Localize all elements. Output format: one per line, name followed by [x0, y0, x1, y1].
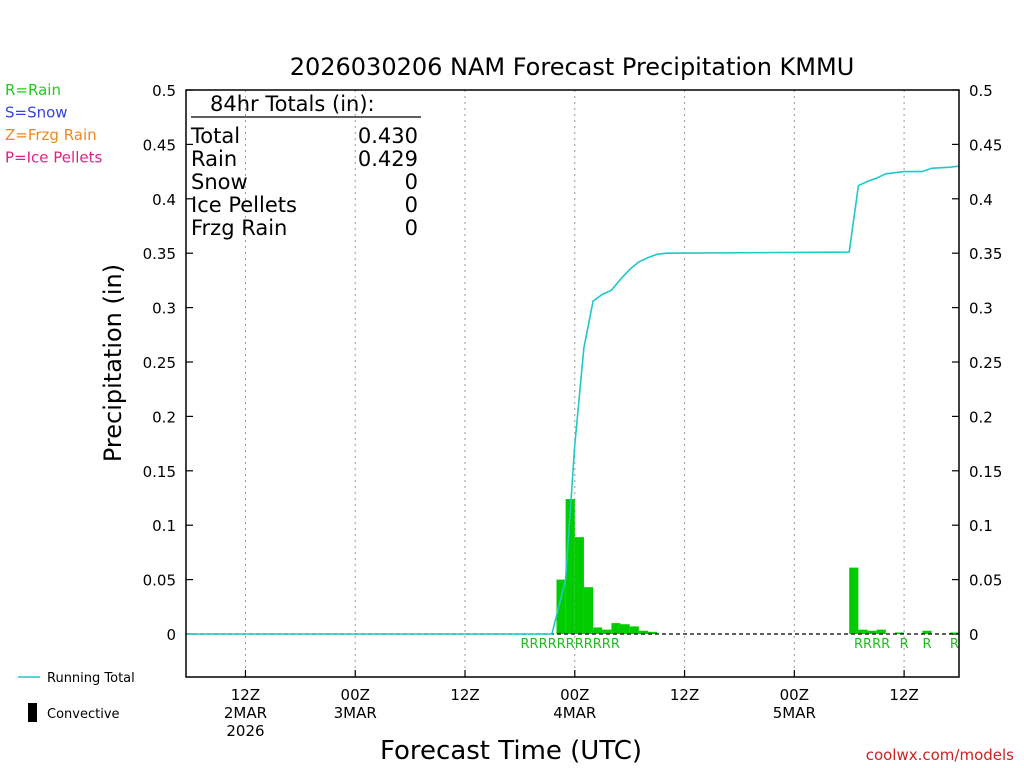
x-tick-label: 5MAR [773, 704, 816, 722]
y-tick-label-right: 0.2 [969, 408, 993, 426]
y-tick-label-right: 0.35 [969, 245, 1002, 263]
precip-bar [611, 623, 621, 634]
grid-lines [244, 90, 905, 677]
ptype-legend-item: Z=Frzg Rain [5, 126, 97, 144]
y-tick-label-right: 0.1 [969, 517, 993, 535]
y-axis-label: Precipitation (in) [99, 264, 127, 462]
precip-bar [620, 624, 630, 634]
y-tick-label: 0.1 [152, 517, 176, 535]
y-tick-label-right: 0.25 [969, 354, 1002, 372]
y-axis-right: 0 0.05 0.1 0.15 0.2 0.25 0.3 0.35 0.4 0.45 0.5 [952, 82, 1002, 644]
y-tick-label: 0.05 [143, 572, 176, 590]
x-tick-label: 4MAR [553, 704, 596, 722]
totals-row-label: Total [190, 124, 240, 148]
precip-bar [858, 629, 868, 634]
precip-bar [574, 537, 584, 634]
totals-box: 84hr Totals (in): Total 0.430 Rain 0.429 Sno… [190, 92, 421, 240]
x-tick-label: 12Z [670, 686, 699, 704]
y-tick-label-right: 0.5 [969, 82, 993, 100]
y-tick-label: 0.5 [152, 82, 176, 100]
x-tick-label: 2026 [226, 722, 264, 740]
x-tick-label: 12Z [889, 686, 918, 704]
ptype-legend-item: P=Ice Pellets [5, 149, 102, 167]
precip-bar [583, 587, 594, 634]
precip-bar [876, 629, 886, 634]
totals-row-label: Frzg Rain [191, 216, 287, 240]
credit-text: coolwx.com/models [866, 746, 1014, 764]
y-tick-label-right: 0.05 [969, 572, 1002, 590]
x-tick-label: 2MAR [224, 704, 267, 722]
precip-bar [638, 630, 648, 634]
totals-row-label: Snow [191, 170, 248, 194]
precip-bar [565, 499, 575, 634]
y-tick-label-right: 0.4 [969, 191, 993, 209]
y-tick-label-right: 0.15 [969, 463, 1002, 481]
chart-title: 2026030206 NAM Forecast Precipitation KM… [290, 53, 855, 81]
running-total-series [186, 165, 960, 635]
convective-legend-label: Convective [47, 707, 120, 722]
y-tick-label: 0.25 [143, 354, 176, 372]
totals-row-value: 0.430 [358, 124, 418, 148]
precip-bar [922, 630, 932, 634]
y-tick-label: 0.2 [152, 408, 176, 426]
ptype-legend: R=Rain S=Snow Z=Frzg Rain P=Ice Pellets [5, 81, 102, 167]
y-tick-label: 0 [166, 626, 176, 644]
x-axis-label: Forecast Time (UTC) [380, 736, 642, 766]
precip-bar [867, 630, 877, 634]
totals-row-value: 0 [405, 216, 418, 240]
totals-row-value: 0 [405, 170, 418, 194]
precip-bar [949, 632, 959, 634]
precip-bar [556, 579, 566, 634]
precip-bar [849, 567, 859, 634]
ptype-labels: RRRRRRRRRRR RRRR R R R [521, 637, 959, 652]
precip-bar [629, 626, 639, 634]
bar-series [556, 499, 959, 634]
x-tick-label: 12Z [231, 686, 260, 704]
totals-row-label: Ice Pellets [191, 193, 297, 217]
y-tick-label-right: 0.3 [969, 300, 993, 318]
totals-header: 84hr Totals (in): [210, 92, 375, 116]
ptype-label: R [900, 637, 909, 652]
x-tick-label: 12Z [450, 686, 479, 704]
precip-bar [894, 632, 905, 634]
totals-row-label: Rain [191, 147, 237, 171]
y-tick-label: 0.35 [143, 245, 176, 263]
ptype-legend-item: S=Snow [5, 104, 68, 122]
x-tick-label: 00Z [341, 686, 370, 704]
totals-row-value: 0.429 [358, 147, 418, 171]
precip-bar [647, 631, 658, 634]
x-tick-label: 3MAR [334, 704, 377, 722]
precip-bar [602, 629, 612, 634]
ptype-label: R [950, 637, 959, 652]
precip-bar [593, 627, 603, 634]
y-tick-label: 0.15 [143, 463, 176, 481]
y-tick-label: 0.4 [152, 191, 176, 209]
y-tick-label: 0.3 [152, 300, 176, 318]
running-total-line [186, 165, 960, 635]
running-total-legend-label: Running Total [47, 671, 135, 686]
x-tick-label: 00Z [560, 686, 589, 704]
x-tick-label: 00Z [780, 686, 809, 704]
ptype-label: RRRRRRRRRRR [521, 637, 620, 652]
ptype-legend-item: R=Rain [5, 81, 61, 99]
y-tick-label-right: 0 [969, 626, 979, 644]
ptype-label: R [922, 637, 931, 652]
y-tick-label-right: 0.45 [969, 136, 1002, 154]
plot-frame [185, 89, 960, 678]
totals-row-value: 0 [405, 193, 418, 217]
y-axis-left: 0 0.05 0.1 0.15 0.2 0.25 0.3 0.35 0.4 0.45 0.5 [143, 82, 193, 644]
y-tick-label: 0.45 [143, 136, 176, 154]
convective-legend-swatch [28, 703, 37, 722]
ptype-label: RRRR [854, 637, 890, 652]
